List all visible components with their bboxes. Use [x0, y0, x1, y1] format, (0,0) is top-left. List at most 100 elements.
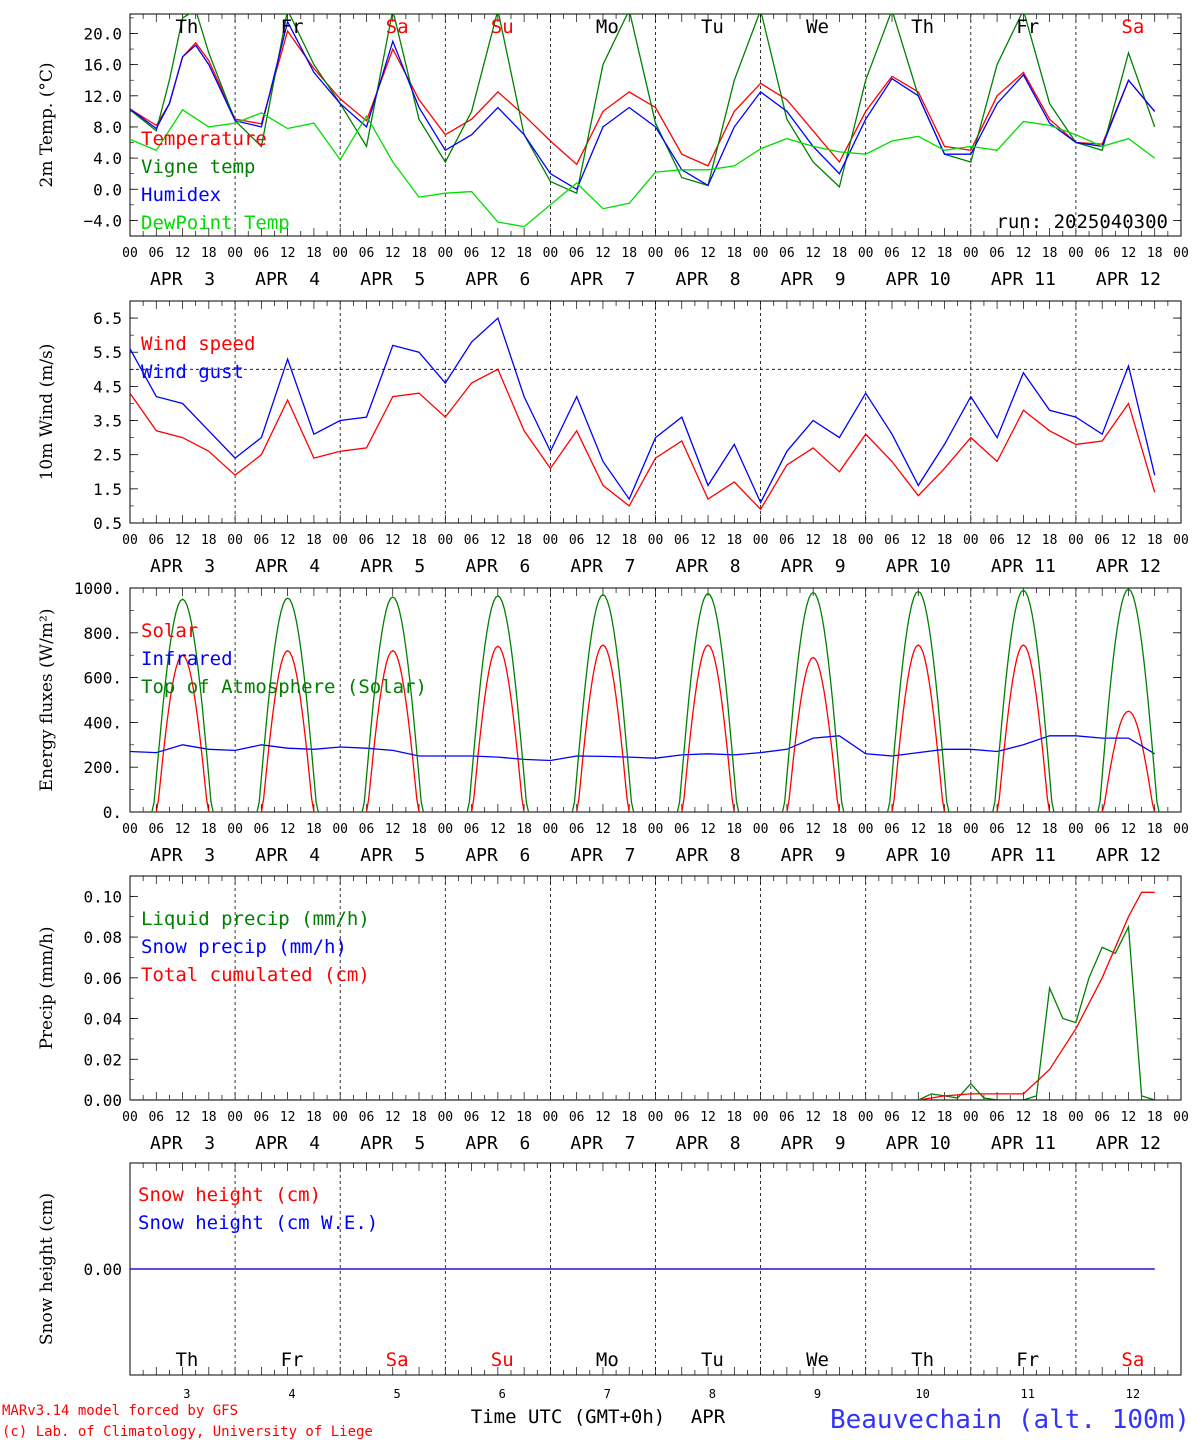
hour-tick-label: 00	[963, 822, 979, 837]
hour-tick-label: 00	[437, 1110, 453, 1125]
hour-tick-label: 06	[569, 1110, 585, 1125]
hour-tick-label: 12	[700, 822, 716, 837]
hour-tick-label: 18	[726, 246, 742, 261]
series-line-infrared	[130, 735, 1156, 762]
date-label: APR 10	[886, 845, 951, 866]
hour-tick-label: 06	[359, 1110, 375, 1125]
legend-entry: DewPoint Temp	[141, 212, 290, 234]
series-group	[130, 891, 1155, 1100]
hour-tick-label: 00	[858, 246, 874, 261]
hour-tick-label: 18	[937, 246, 953, 261]
hour-tick-label: 12	[595, 533, 611, 548]
date-label: APR 12	[1096, 1133, 1161, 1154]
y-tick-label: 2.5	[93, 446, 122, 465]
hour-tick-label: 18	[306, 533, 322, 548]
y-tick-label: 1000.	[74, 579, 122, 598]
y-axis-label: Snow height (cm)	[37, 1193, 57, 1345]
hour-tick-label: 00	[332, 533, 348, 548]
hour-tick-label: 18	[411, 822, 427, 837]
hour-tick-label: 18	[937, 822, 953, 837]
station-name: Beauvechain (alt. 100m)	[830, 1405, 1190, 1435]
y-tick-label: 0.0	[93, 180, 122, 199]
hour-tick-label: 18	[621, 533, 637, 548]
hour-tick-label: 00	[543, 1110, 559, 1125]
legend-entry: Solar	[141, 620, 198, 642]
date-label: APR 4	[255, 269, 320, 290]
day-number: 8	[709, 1387, 716, 1401]
hour-tick-label: 12	[490, 1110, 506, 1125]
legend-entry: Humidex	[141, 184, 221, 206]
x-axis-label: Time UTC (GMT+0h)	[471, 1406, 665, 1428]
hour-tick-label: 18	[621, 1110, 637, 1125]
hour-tick-label: 00	[227, 1110, 243, 1125]
hour-tick-label: 18	[306, 246, 322, 261]
legend-entry: Snow height (cm W.E.)	[138, 1212, 378, 1234]
hour-tick-label: 00	[332, 246, 348, 261]
hour-tick-label: 00	[437, 533, 453, 548]
hour-tick-label: 00	[1068, 1110, 1084, 1125]
hour-tick-label: 06	[779, 822, 795, 837]
date-label: APR 5	[360, 556, 425, 577]
hour-tick-label: 12	[1016, 246, 1032, 261]
date-label: APR 7	[570, 269, 635, 290]
hour-tick-label: 06	[359, 822, 375, 837]
series-line-solar	[130, 644, 1181, 812]
hour-tick-label: 00	[1068, 246, 1084, 261]
date-label: APR 9	[781, 1133, 846, 1154]
hour-tick-label: 06	[148, 533, 164, 548]
date-label: APR 7	[570, 556, 635, 577]
run-label: run: 2025040300	[996, 211, 1168, 233]
date-label: APR 4	[255, 1133, 320, 1154]
hour-tick-label: 12	[385, 822, 401, 837]
hour-tick-label: 18	[937, 1110, 953, 1125]
y-tick-label: 800.	[83, 624, 122, 643]
hour-tick-label: 06	[674, 822, 690, 837]
hour-tick-label: 00	[648, 1110, 664, 1125]
hour-tick-label: 18	[726, 822, 742, 837]
date-label: APR 10	[886, 269, 951, 290]
hour-tick-label: 12	[280, 533, 296, 548]
hour-tick-label: 00	[122, 246, 138, 261]
date-label: APR 5	[360, 269, 425, 290]
hour-tick-label: 06	[1094, 246, 1110, 261]
y-tick-label: −4.0	[83, 211, 122, 230]
hour-tick-label: 00	[1173, 246, 1189, 261]
hour-tick-label: 06	[569, 246, 585, 261]
hour-tick-label: 00	[437, 246, 453, 261]
series-group	[130, 14, 1156, 228]
hour-tick-label: 00	[753, 822, 769, 837]
hour-tick-label: 00	[1068, 822, 1084, 837]
y-tick-label: 16.0	[83, 56, 122, 75]
date-label: APR 3	[150, 845, 215, 866]
day-name-top: Su	[491, 16, 514, 38]
date-label: APR 3	[150, 269, 215, 290]
hour-tick-label: 12	[385, 1110, 401, 1125]
series-group	[130, 316, 1156, 511]
series-line-dewpoint-temp	[130, 108, 1156, 228]
day-number: 3	[183, 1387, 190, 1401]
hour-tick-label: 06	[254, 1110, 270, 1125]
series-line-wind-speed	[130, 368, 1156, 511]
date-label: APR 8	[676, 556, 741, 577]
hour-tick-label: 06	[674, 533, 690, 548]
hour-tick-label: 18	[411, 1110, 427, 1125]
hour-tick-label: 18	[832, 246, 848, 261]
hour-tick-label: 06	[884, 533, 900, 548]
hour-tick-label: 00	[543, 246, 559, 261]
hour-tick-label: 18	[201, 533, 217, 548]
hour-tick-label: 06	[779, 246, 795, 261]
date-label: APR 11	[991, 1133, 1056, 1154]
hour-tick-label: 18	[1042, 1110, 1058, 1125]
hour-tick-label: 06	[674, 1110, 690, 1125]
y-axis-label: Energy fluxes (W/m²)	[37, 609, 57, 792]
panel-3: 0. 200. 400. 600. 800. 1000. Energy fluxes (W/…	[37, 579, 1189, 866]
hour-tick-label: 00	[332, 822, 348, 837]
date-label: APR 3	[150, 1133, 215, 1154]
date-label: APR 12	[1096, 269, 1161, 290]
day-name-bottom: We	[806, 1349, 829, 1371]
hour-tick-label: 12	[490, 533, 506, 548]
hour-tick-label: 12	[1016, 533, 1032, 548]
hour-tick-label: 06	[1094, 822, 1110, 837]
date-label: APR 3	[150, 556, 215, 577]
hour-tick-label: 18	[621, 246, 637, 261]
